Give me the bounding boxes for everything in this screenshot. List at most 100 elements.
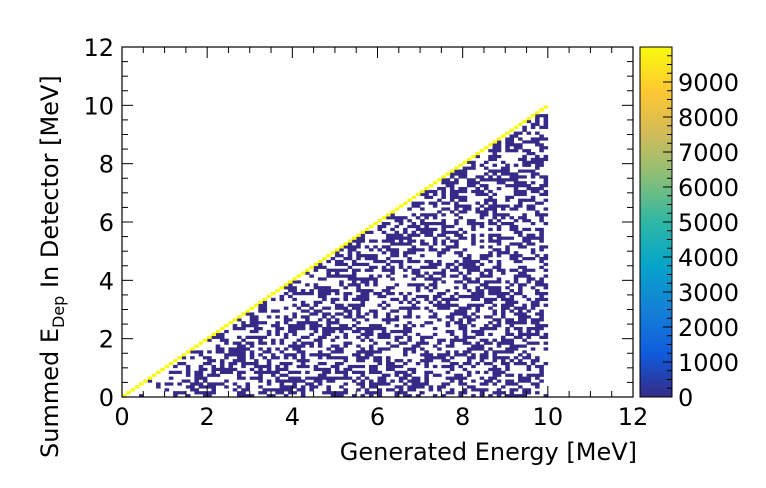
heatmap-cell [424,242,429,246]
heatmap-cell [356,309,361,313]
heatmap-cell [449,364,455,369]
heatmap-cell [449,344,455,348]
diagonal-cell [122,394,127,398]
heatmap-cell [156,382,161,386]
heatmap-cell [292,370,297,374]
heatmap-cell [458,364,463,369]
heatmap-cell [441,222,446,226]
heatmap-cell [313,379,319,383]
heatmap-cell [394,373,400,377]
heatmap-cell [432,239,438,243]
x-tick-label: 0 [114,403,129,431]
heatmap-cell [266,379,272,383]
heatmap-cell [428,283,434,287]
heatmap-cell [454,373,459,377]
heatmap-cell [488,332,493,337]
heatmap-cell [518,131,523,135]
heatmap-cell [535,119,540,124]
heatmap-cell [479,388,485,392]
heatmap-cell [194,350,199,354]
heatmap-cell [334,274,340,278]
heatmap-cell [543,157,549,162]
heatmap-cell [403,341,408,345]
heatmap-cell [530,321,536,325]
heatmap-cell [466,350,472,354]
heatmap-cell [258,341,263,345]
heatmap-cell [207,394,212,398]
heatmap-cell [475,280,480,284]
heatmap-cell [526,219,532,223]
heatmap-cell [475,341,480,345]
heatmap-cell [445,329,451,334]
heatmap-cell [441,227,446,232]
diagonal-cell [398,204,404,208]
heatmap-cell [483,286,489,290]
heatmap-cell [530,137,536,141]
heatmap-cell [313,312,319,316]
diagonal-cell [241,312,246,316]
heatmap-cell [535,117,540,121]
heatmap-cell [224,356,229,360]
heatmap-cell [539,248,544,252]
heatmap-cell [505,362,510,366]
heatmap-cell [411,259,417,264]
heatmap-cell [471,324,476,328]
heatmap-cell [526,184,532,188]
heatmap-cell [305,335,310,339]
heatmap-cell [224,367,229,372]
heatmap-cell [509,143,515,147]
heatmap-cell [288,283,293,287]
heatmap-cell [496,140,502,144]
heatmap-cell [522,140,527,144]
heatmap-cell [322,327,327,331]
heatmap-cell [462,210,468,214]
heatmap-cell [483,370,489,374]
heatmap-cell [258,364,263,369]
heatmap-cell [373,359,378,363]
heatmap-cell [432,265,438,269]
heatmap-cell [356,294,361,299]
y-axis-ticks [122,46,633,398]
heatmap-cell [539,201,544,205]
heatmap-cell [275,391,280,395]
heatmap-cell [458,251,463,255]
heatmap-cell [407,306,412,310]
heatmap-cell [449,356,455,360]
heatmap-cell [449,338,455,342]
heatmap-cell [407,312,412,316]
heatmap-cell [360,315,366,319]
heatmap-cell [509,178,515,182]
heatmap-cell [373,239,378,243]
heatmap-cell [351,324,357,328]
heatmap-cell [513,134,519,138]
heatmap-cell [483,297,489,302]
heatmap-cell [479,303,485,307]
heatmap-cell [343,359,348,363]
heatmap-cell [466,219,472,223]
heatmap-cell [513,187,519,191]
heatmap-cell [492,222,498,226]
heatmap-cell [535,318,540,322]
colorbar-tick-label: 4000 [678,244,739,272]
heatmap-cell [415,283,421,287]
heatmap-cell [360,239,366,243]
diagonal-cell [373,222,378,226]
heatmap-cell [190,388,195,392]
heatmap-cell [492,324,498,328]
heatmap-cell [296,376,302,380]
heatmap-cell [420,219,425,223]
heatmap-cell [539,245,544,249]
heatmap-cell [219,338,225,342]
heatmap-cell [347,248,353,252]
heatmap-cell [322,306,327,310]
heatmap-cell [305,321,310,325]
heatmap-cell [194,376,199,380]
diagonal-cell [505,131,510,135]
diagonal-cell [271,292,276,296]
heatmap-cell [479,329,485,334]
heatmap-cell [356,370,361,374]
heatmap-cell [530,140,536,144]
heatmap-cell [471,347,476,351]
heatmap-cell [420,324,425,328]
heatmap-cell [539,277,544,281]
